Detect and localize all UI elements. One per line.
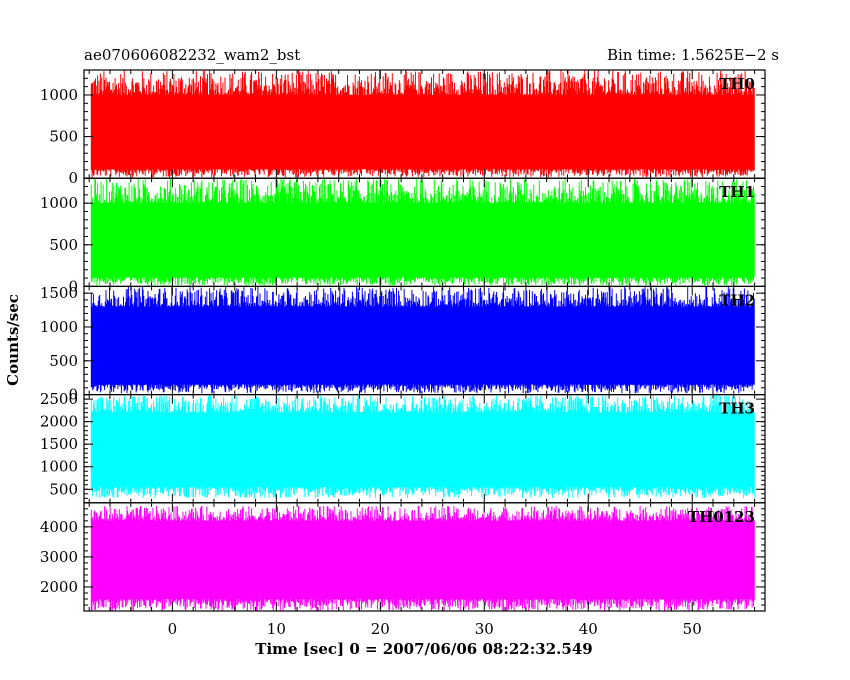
series-th2 — [90, 286, 755, 394]
y-tick-label: 2500 — [40, 390, 78, 408]
x-axis-label: Time [sec] 0 = 2007/06/06 08:22:32.549 — [255, 640, 592, 658]
y-tick-label: 500 — [49, 352, 78, 370]
y-tick-label: 2000 — [40, 578, 78, 596]
y-tick-label: 500 — [49, 236, 78, 254]
panel-th1: 0 500 1000 TH1 — [40, 177, 766, 295]
panel-label: TH0123 — [688, 508, 755, 526]
panel-th3: 500 1000 1500 2000 2500 TH3 — [40, 390, 766, 504]
y-tick-label: 1500 — [40, 284, 78, 302]
series-spikes — [90, 394, 755, 499]
y-tick-label: 2000 — [40, 413, 78, 431]
x-tick-label: 40 — [579, 620, 598, 638]
series-spikes — [90, 178, 755, 286]
series-th3 — [90, 394, 755, 499]
series-spikes — [90, 286, 755, 394]
panel-label: TH2 — [719, 291, 755, 309]
chart-title: ae070606082232_wam2_bst — [84, 46, 300, 64]
series-th1 — [90, 178, 755, 286]
panel-th2: 0 500 1000 1500 TH2 — [40, 284, 766, 404]
y-tick-label: 500 — [49, 128, 78, 146]
panel-label: TH3 — [719, 400, 755, 418]
y-tick-label: 3000 — [40, 548, 78, 566]
y-tick-label: 1000 — [40, 458, 78, 476]
y-tick-label: 1500 — [40, 435, 78, 453]
series-th0123 — [90, 505, 755, 611]
x-tick-label: 20 — [371, 620, 390, 638]
series-spikes — [90, 505, 755, 611]
panel-th0: 0 500 1000 TH0 — [40, 69, 766, 187]
x-axis: 0 10 20 30 40 50 — [168, 620, 702, 638]
y-tick-label: 4000 — [40, 518, 78, 536]
panel-th0123: 2000 3000 4000 TH0123 — [40, 502, 766, 612]
panel-label: TH0 — [719, 75, 755, 93]
y-tick-label: 0 — [68, 386, 78, 404]
x-tick-label: 30 — [475, 620, 494, 638]
bin-time-label: Bin time: 1.5625E−2 s — [607, 46, 779, 64]
y-tick-label: 0 — [68, 277, 78, 295]
y-tick-label: 500 — [49, 480, 78, 498]
panel-label: TH1 — [719, 183, 755, 201]
y-tick-label: 1000 — [40, 194, 78, 212]
x-tick-label: 0 — [168, 620, 178, 638]
y-tick-label: 1000 — [40, 86, 78, 104]
x-tick-label: 50 — [683, 620, 702, 638]
series-spikes — [90, 70, 755, 178]
y-tick-label: 0 — [68, 169, 78, 187]
y-tick-label: 1000 — [40, 318, 78, 336]
panel-group: 0 500 1000 TH0 0 500 1000 TH1 0 500 1000 1500 TH2 500… — [40, 69, 766, 612]
y-axis-label: Counts/sec — [4, 294, 22, 386]
series-th0 — [90, 70, 755, 178]
x-tick-label: 10 — [267, 620, 286, 638]
